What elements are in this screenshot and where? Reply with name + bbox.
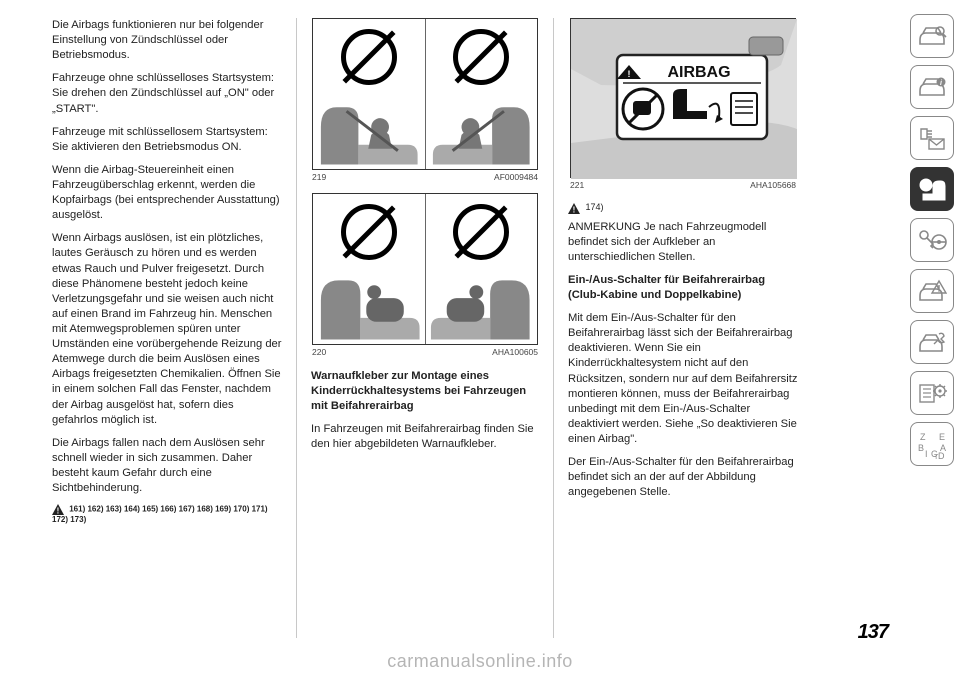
col3-p3: Der Ein-/Aus-Schalter für den Beifahrera… (568, 455, 798, 500)
fig-219-code: AF0009484 (494, 172, 538, 183)
svg-text:D: D (938, 451, 945, 459)
col1-p5: Wenn Airbags auslösen, ist ein plötzlich… (52, 231, 282, 427)
content-columns: Die Airbags funktionieren nur bei folgen… (0, 0, 904, 678)
svg-text:B: B (918, 443, 924, 453)
figure-221: ! AIRBAG (570, 18, 796, 178)
col3-p2: Mit dem Ein-/Aus-Schalter für den Beifah… (568, 311, 798, 447)
col1-p2: Fahrzeuge ohne schlüsselloses Startsyste… (52, 71, 282, 116)
column-2: 219 AF0009484 (296, 18, 554, 638)
column-1: Die Airbags funktionieren nur bei folgen… (38, 18, 296, 638)
fig-221-code: AHA105668 (750, 180, 796, 191)
prohibition-icon (453, 29, 509, 85)
svg-text:!: ! (57, 507, 60, 516)
prohibition-icon (341, 204, 397, 260)
col1-p6: Die Airbags fallen nach dem Auslösen seh… (52, 436, 282, 496)
svg-text:E: E (939, 432, 945, 442)
warning-ref-col3: ! 174) (568, 201, 798, 213)
figure-219 (312, 18, 538, 170)
svg-text:!: ! (573, 205, 576, 214)
svg-text:!: ! (628, 69, 631, 79)
page-number: 137 (858, 621, 888, 644)
tab-key-wheel-icon[interactable] (910, 218, 954, 262)
col3-heading: Ein-/Aus-Schalter für Beifahrerairbag (C… (568, 273, 798, 303)
figure-220 (312, 193, 538, 345)
fig-220-code: AHA100605 (492, 347, 538, 358)
tab-list-gear-icon[interactable] (910, 371, 954, 415)
section-tab-sidebar: i ZEBAICDT (904, 0, 960, 678)
col1-p4: Wenn die Airbag-Steuereinheit einen Fahr… (52, 163, 282, 223)
prohibition-icon (341, 29, 397, 85)
col3-p1: ANMERKUNG Je nach Fahrzeugmodell befinde… (568, 220, 798, 265)
fig-220-caption: 220 AHA100605 (312, 347, 538, 358)
warn-refs-text: 161) 162) 163) 164) 165) 166) 167) 168) … (52, 505, 268, 524)
svg-text:AIRBAG: AIRBAG (667, 64, 730, 81)
watermark: carmanualsonline.info (0, 651, 960, 672)
col2-heading: Warnaufkleber zur Montage eines Kinderrü… (311, 369, 539, 414)
seat-silhouette-220-left (313, 270, 425, 340)
tab-car-inspect-icon[interactable] (910, 14, 954, 58)
tab-airbag-seat-icon[interactable] (910, 167, 954, 211)
col1-p1: Die Airbags funktionieren nur bei folgen… (52, 18, 282, 63)
tab-light-mail-icon[interactable] (910, 116, 954, 160)
seat-silhouette-219-left (313, 95, 425, 165)
svg-text:T: T (934, 454, 939, 459)
fig-220-num: 220 (312, 347, 326, 358)
manual-page: Die Airbags funktionieren nur bei folgen… (0, 0, 960, 678)
tab-car-warning-icon[interactable] (910, 269, 954, 313)
warning-refs-col1: ! 161) 162) 163) 164) 165) 166) 167) 168… (52, 504, 282, 525)
tab-index-icon[interactable]: ZEBAICDT (910, 422, 954, 466)
column-3: ! AIRBAG (554, 18, 812, 638)
tab-car-service-icon[interactable] (910, 320, 954, 364)
svg-text:I: I (925, 449, 928, 459)
fig-221-caption: 221 AHA105668 (570, 180, 796, 191)
fig-219-num: 219 (312, 172, 326, 183)
warn-ref-text: 174) (586, 202, 604, 212)
warning-triangle-icon: ! (568, 203, 580, 214)
seat-silhouette-220-right (426, 270, 538, 340)
seat-silhouette-219-right (426, 95, 538, 165)
fig-221-num: 221 (570, 180, 584, 191)
warning-triangle-icon: ! (52, 504, 64, 515)
svg-text:Z: Z (920, 432, 926, 442)
col2-p1: In Fahrzeugen mit Beifahrerairbag finden… (311, 422, 539, 452)
col1-p3: Fahrzeuge mit schlüssellosem Startsystem… (52, 125, 282, 155)
tab-car-info-icon[interactable]: i (910, 65, 954, 109)
fig-219-caption: 219 AF0009484 (312, 172, 538, 183)
prohibition-icon (453, 204, 509, 260)
